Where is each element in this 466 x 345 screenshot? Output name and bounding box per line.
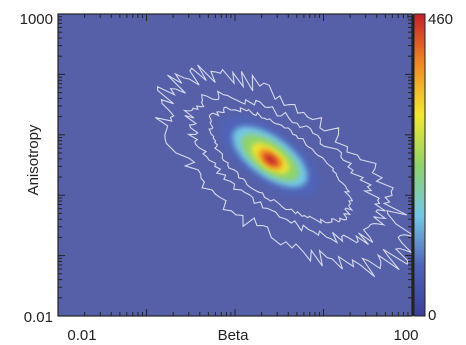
y-tick-label-bottom: 0.01 xyxy=(24,309,53,326)
colorbar xyxy=(413,13,426,317)
x-tick-label-right: 100 xyxy=(393,327,418,344)
density-level-5 xyxy=(263,154,278,166)
contour-middle xyxy=(182,90,388,245)
y-tick-label-top: 1000 xyxy=(20,11,53,28)
axis-ticks xyxy=(57,14,412,317)
colorbar-max-label: 460 xyxy=(428,11,453,28)
colorbar-min-label: 0 xyxy=(428,307,436,324)
density-layer xyxy=(220,115,320,197)
x-tick-label-left: 0.01 xyxy=(67,327,96,344)
y-axis-title: Anisotropy xyxy=(25,124,42,195)
contour-inner xyxy=(208,106,354,225)
contour-layer xyxy=(154,64,412,278)
colorbar-edge xyxy=(412,14,414,316)
x-axis-title: Beta xyxy=(218,327,250,344)
contour-outer xyxy=(154,64,412,278)
plot-background xyxy=(58,14,412,316)
